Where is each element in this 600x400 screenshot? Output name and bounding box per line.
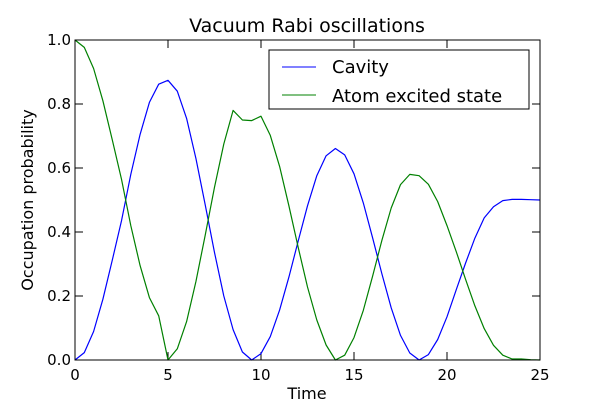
y-tick-label: 0.2: [47, 287, 71, 305]
chart-title: Vacuum Rabi oscillations: [189, 15, 425, 37]
x-tick-label: 20: [437, 366, 456, 384]
plot-area: 0 5 10 15 20 25 0.0 0.2 0.4 0.6 0.8 1.0: [47, 31, 549, 384]
series-line-atom-excited-state: [74, 39, 541, 361]
y-tick-label: 0.4: [47, 223, 71, 241]
series-line-cavity: [74, 79, 541, 361]
x-axis-label: Time: [286, 384, 326, 400]
legend-label-atom-excited-state: Atom excited state: [332, 86, 502, 107]
x-tick-label: 0: [70, 366, 80, 384]
y-tick-label: 0.6: [47, 159, 71, 177]
y-tick-label: 1.0: [47, 31, 71, 49]
legend-box: [268, 49, 530, 110]
y-tick-label: 0.8: [47, 95, 71, 113]
x-tick-label: 10: [251, 366, 270, 384]
legend: Cavity Atom excited state: [268, 49, 530, 110]
x-tick-label: 15: [344, 366, 363, 384]
y-tick-label: 0.0: [47, 351, 71, 369]
y-axis-label: Occupation probability: [18, 109, 37, 290]
x-tick-label: 25: [530, 366, 549, 384]
plot-frame: [74, 39, 541, 361]
x-tick-label: 5: [163, 366, 173, 384]
legend-label-cavity: Cavity: [332, 57, 389, 78]
